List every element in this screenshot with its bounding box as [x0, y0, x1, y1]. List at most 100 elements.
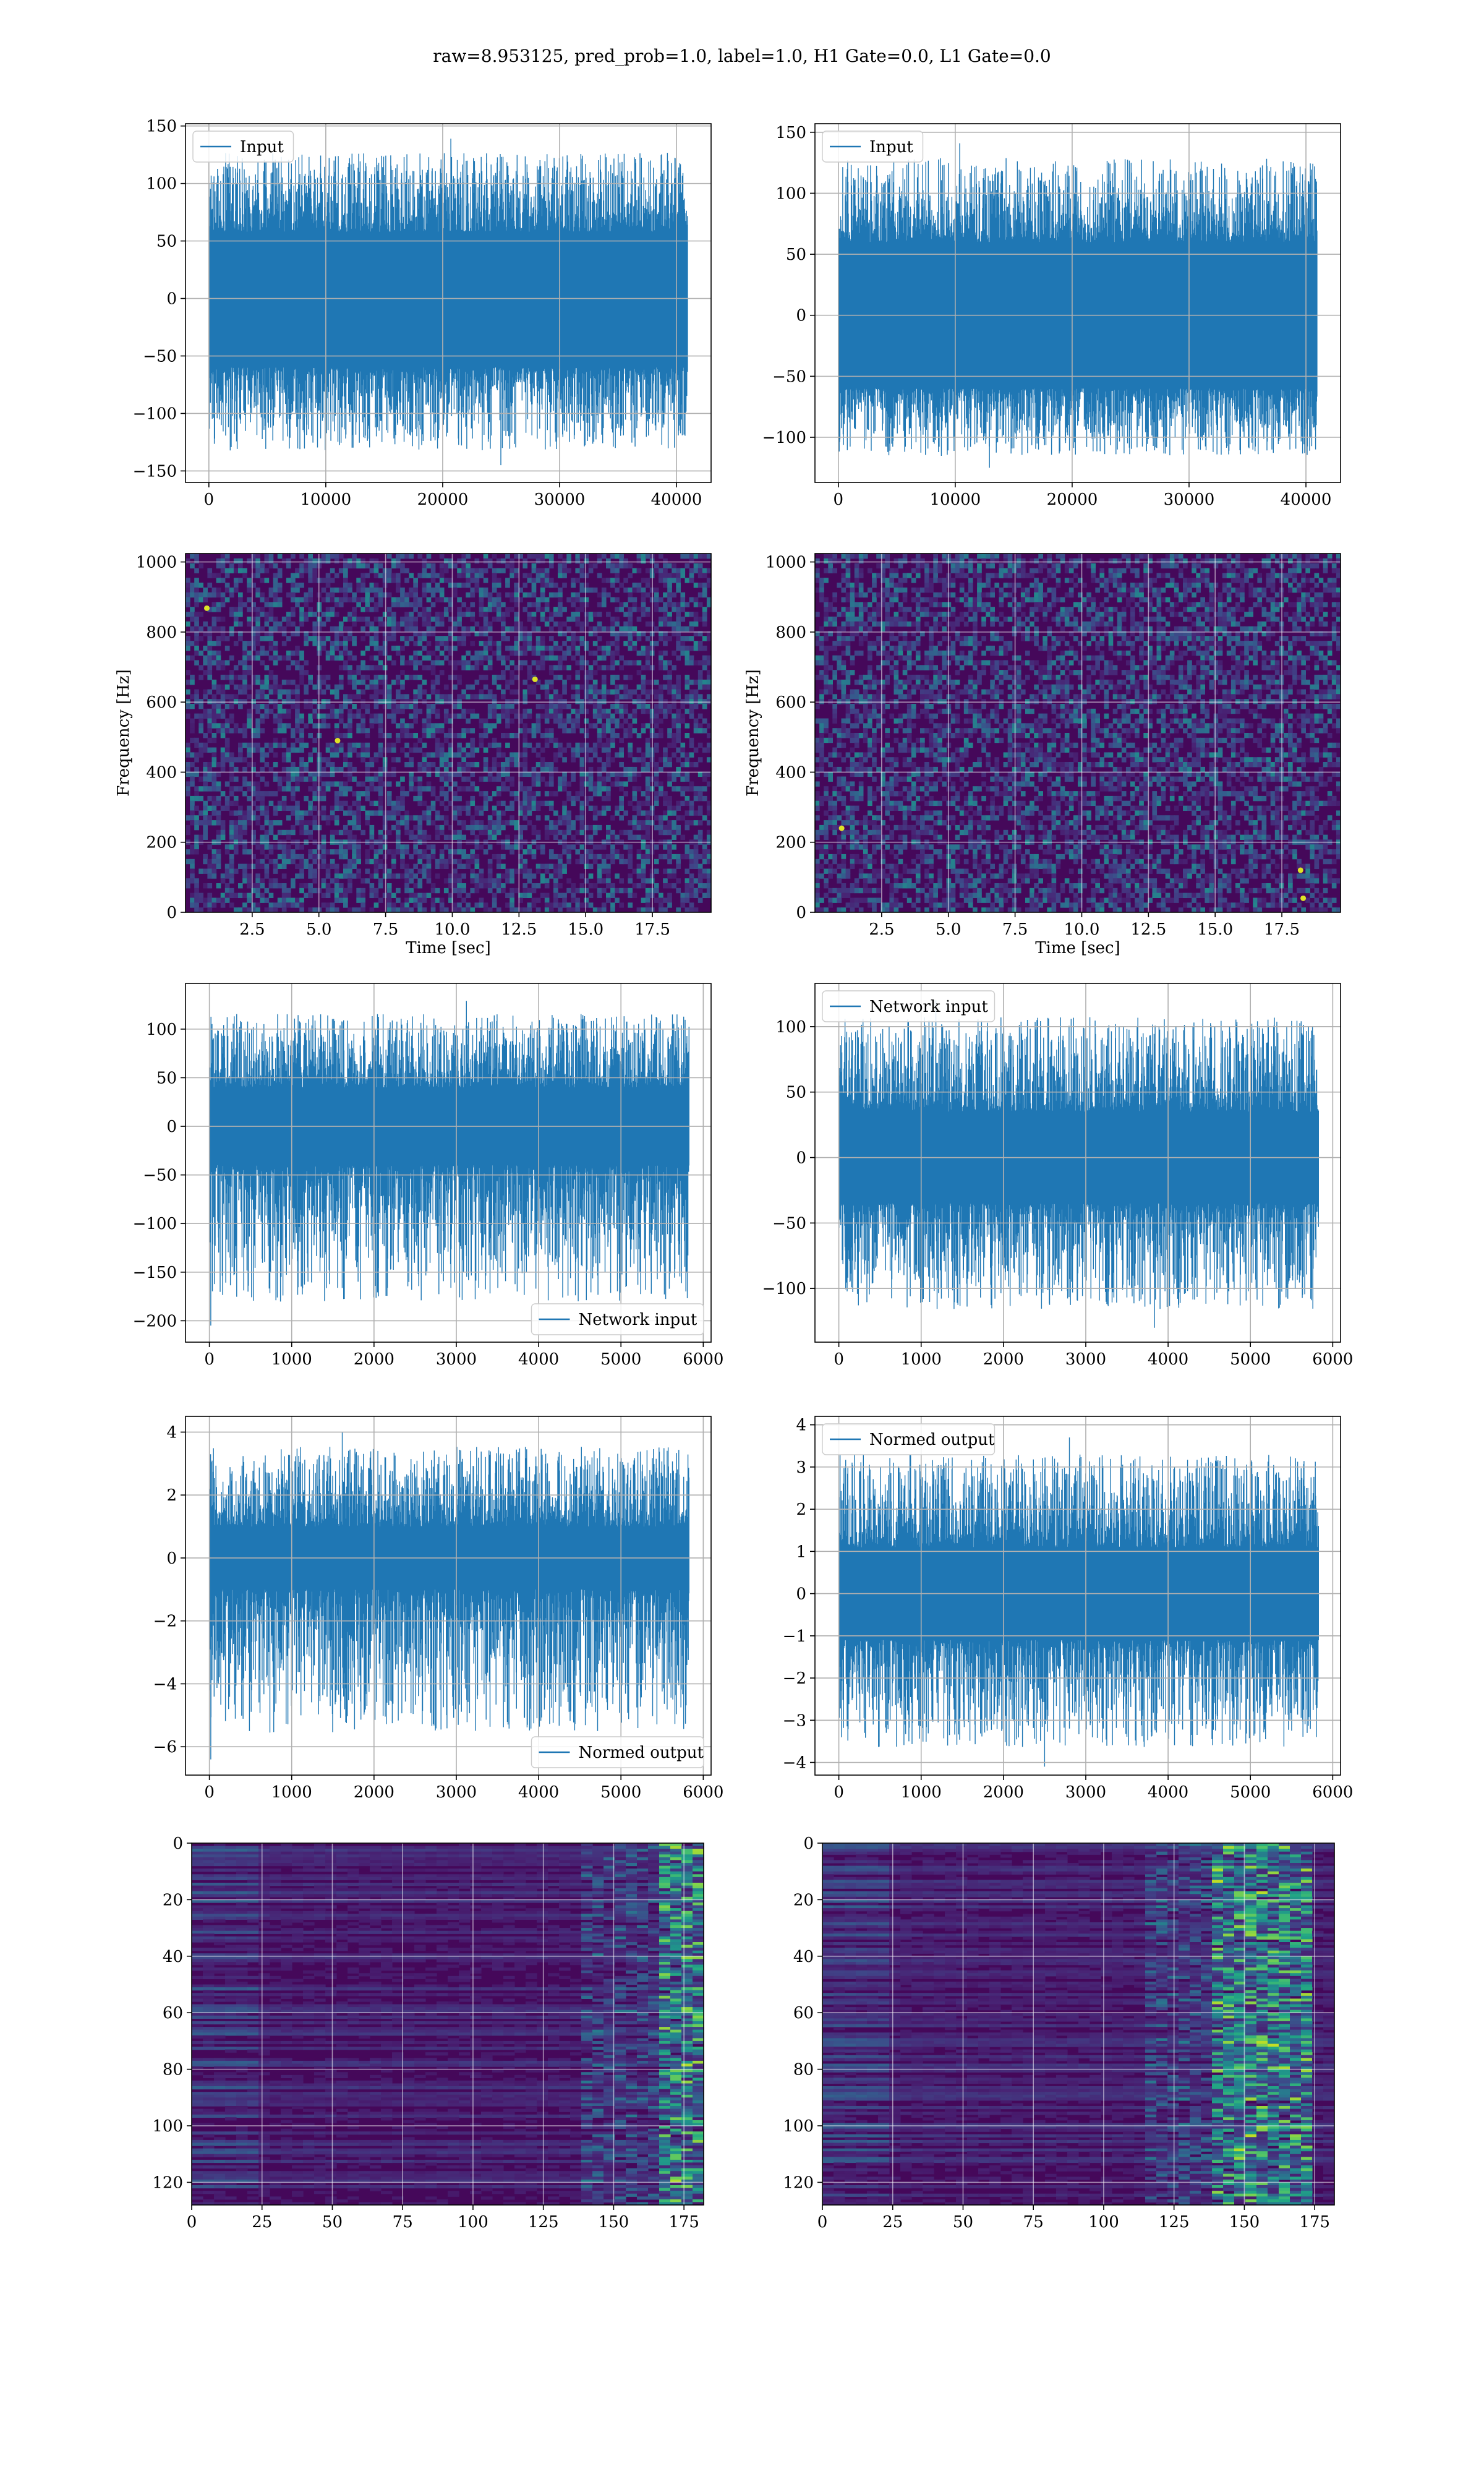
spectrogram-cell: [680, 607, 686, 612]
spectrogram-cell: [676, 607, 681, 612]
spectrogram-cell: [391, 766, 396, 773]
spectrogram-cell: [391, 616, 396, 622]
spectrogram-cell: [496, 771, 501, 777]
spectrogram-cell: [330, 810, 335, 816]
spectrogram-cell: [636, 800, 642, 807]
spectrogram-cell: [348, 863, 352, 869]
spectrogram-cell: [584, 728, 589, 734]
spectrogram-cell: [295, 660, 300, 666]
spectrogram-cell: [527, 820, 532, 826]
spectrogram-cell: [190, 737, 195, 743]
spectrogram-cell: [659, 650, 663, 656]
spectrogram-cell: [828, 888, 833, 894]
spectrogram-cell: [277, 689, 283, 695]
spectrogram-cell: [501, 568, 506, 573]
spectrogram-cell: [487, 728, 493, 734]
spectrogram-cell: [461, 820, 466, 826]
spectrogram-cell: [348, 626, 352, 631]
spectrogram-cell: [220, 723, 226, 729]
spectrogram-cell: [689, 888, 694, 894]
spectrogram-cell: [474, 573, 480, 578]
spectrogram-cell: [562, 829, 567, 836]
spectrogram-cell: [553, 757, 558, 763]
spectrogram-cell: [571, 844, 576, 850]
spectrogram-cell: [828, 824, 833, 831]
spectrogram-cell: [242, 655, 247, 661]
spectrogram-cell: [194, 558, 199, 564]
spectrogram-cell: [190, 858, 195, 865]
spectrogram-cell: [238, 752, 243, 758]
spectrogram-cell: [220, 829, 226, 836]
spectrogram-cell: [479, 810, 484, 816]
spectrogram-cell: [295, 810, 300, 816]
spectrogram-cell: [264, 665, 270, 670]
spectrogram-cell: [697, 883, 703, 889]
spectrogram-cell: [238, 829, 243, 836]
spectrogram-cell: [461, 728, 466, 734]
spectrogram-cell: [601, 597, 607, 602]
spectrogram-cell: [619, 878, 624, 884]
spectrogram-cell: [321, 587, 326, 593]
legend: Input: [822, 131, 924, 163]
spectrogram-cell: [325, 674, 331, 680]
spectrogram-cell: [606, 883, 611, 889]
spectrogram-cell: [654, 897, 659, 903]
spectrogram-cell: [291, 728, 296, 734]
spectrogram-cell: [492, 883, 497, 889]
spectrogram-cell: [286, 897, 291, 903]
spectrogram-cell: [824, 791, 829, 797]
spectrogram-cell: [623, 728, 628, 734]
spectrogram-cell: [548, 873, 554, 879]
spectrogram-cell: [378, 897, 383, 903]
spectrogram-cell: [229, 791, 234, 797]
spectrogram-cell: [413, 815, 418, 821]
spectrogram-cell: [435, 863, 440, 869]
spectrogram-cell: [409, 616, 414, 622]
spectrogram-cell: [404, 660, 409, 666]
spectrogram-cell: [220, 665, 226, 670]
spectrogram-cell: [435, 752, 440, 758]
spectrogram-cell: [667, 597, 672, 602]
spectrogram-cell: [348, 907, 352, 912]
spectrogram-cell: [430, 670, 436, 675]
spectrogram-cell: [373, 771, 379, 777]
spectrogram-cell: [312, 631, 318, 636]
spectrogram-cell: [220, 708, 226, 714]
spectrogram-cell: [330, 645, 335, 651]
spectrogram-cell: [198, 776, 203, 782]
spectrogram-cell: [689, 902, 694, 908]
spectrogram-cell: [448, 747, 453, 753]
spectrogram-cell: [224, 795, 230, 802]
spectrogram-cell: [828, 684, 833, 690]
spectrogram-cell: [479, 650, 484, 656]
spectrogram-cell: [474, 805, 480, 811]
spectrogram-cell: [632, 786, 638, 792]
spectrogram-cell: [330, 612, 335, 617]
spectrogram-cell: [601, 742, 607, 748]
spectrogram-cell: [706, 694, 711, 700]
spectrogram-cell: [676, 621, 681, 627]
series-line: [838, 143, 1318, 468]
spectrogram-cell: [348, 694, 352, 700]
spectrogram-cell: [430, 626, 436, 631]
spectrogram-cell: [575, 645, 581, 651]
spectrogram-cell: [654, 795, 659, 802]
spectrogram-cell: [251, 704, 256, 709]
spectrogram-cell: [619, 747, 624, 753]
spectrogram-cell: [194, 766, 199, 773]
spectrogram-cell: [501, 766, 506, 773]
spectrogram-cell: [663, 844, 668, 850]
spectrogram-cell: [579, 708, 585, 714]
spectrogram-cell: [522, 766, 528, 773]
spectrogram-cell: [558, 892, 563, 898]
spectrogram-cell: [518, 718, 523, 724]
spectrogram-cell: [693, 844, 699, 850]
spectrogram-cell: [409, 776, 414, 782]
spectrogram-cell: [553, 824, 558, 831]
spectrogram-cell: [386, 631, 392, 636]
spectrogram-cell: [479, 844, 484, 850]
spectrogram-cell: [676, 602, 681, 607]
spectrogram-cell: [242, 573, 247, 578]
spectrogram-cell: [540, 655, 545, 661]
spectrogram-cell: [659, 631, 663, 636]
